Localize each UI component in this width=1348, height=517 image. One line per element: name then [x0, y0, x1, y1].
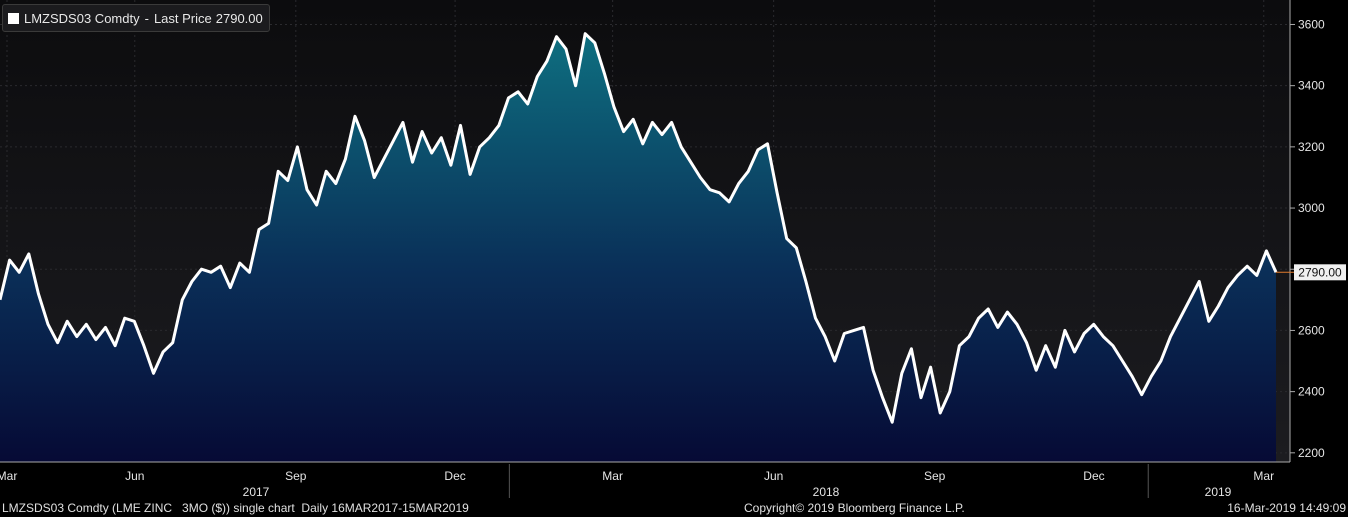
- footer-copyright: Copyright© 2019 Bloomberg Finance L.P.: [744, 501, 965, 515]
- x-tick-label: Dec: [444, 469, 465, 483]
- legend-label: Last Price: [153, 10, 212, 26]
- x-year-label: 2019: [1205, 485, 1232, 499]
- y-tick-label: 2400: [1298, 385, 1325, 399]
- x-year-label: 2018: [813, 485, 840, 499]
- x-tick-label: Jun: [764, 469, 783, 483]
- x-tick-label: Mar: [0, 469, 17, 483]
- y-axis: 22002400260028003000320034003600: [1290, 17, 1325, 460]
- y-tick-label: 2200: [1298, 446, 1325, 460]
- legend-ticker: LMZSDS03 Comdty: [24, 10, 140, 26]
- x-tick-label: Mar: [1253, 469, 1274, 483]
- legend-swatch: [8, 12, 19, 24]
- last-price-tag-text: 2790.00: [1298, 265, 1342, 279]
- legend-value: 2790.00: [215, 10, 263, 26]
- last-price-tag-box: [1294, 264, 1346, 281]
- last-price-tag: 2790.00: [1276, 264, 1346, 281]
- x-tick-label: Sep: [924, 469, 946, 483]
- legend-separator: -: [144, 10, 149, 26]
- x-tick-label: Jun: [125, 469, 144, 483]
- price-line: [0, 32, 1278, 424]
- y-tick-label: 3600: [1298, 17, 1325, 31]
- x-tick-label: Mar: [602, 469, 623, 483]
- x-year-label: 2017: [243, 485, 270, 499]
- price-area: [0, 33, 1276, 462]
- x-axis: Mar Jun Sep Dec Mar Jun Sep Dec Mar 2017 2018 2019: [0, 464, 1274, 499]
- y-tick-label: 2600: [1298, 323, 1325, 337]
- chart-legend: LMZSDS03 Comdty - Last Price 2790.00: [2, 4, 270, 32]
- y-tick-label: 3400: [1298, 79, 1325, 93]
- y-tick-label: 3000: [1298, 201, 1325, 215]
- x-tick-label: Dec: [1083, 469, 1104, 483]
- y-tick-label: 3200: [1298, 140, 1325, 154]
- footer-description: LMZSDS03 Comdty (LME ZINC 3MO ($)) singl…: [2, 501, 469, 515]
- x-tick-label: Sep: [285, 469, 307, 483]
- footer-timestamp: 16-Mar-2019 14:49:09: [1227, 501, 1346, 515]
